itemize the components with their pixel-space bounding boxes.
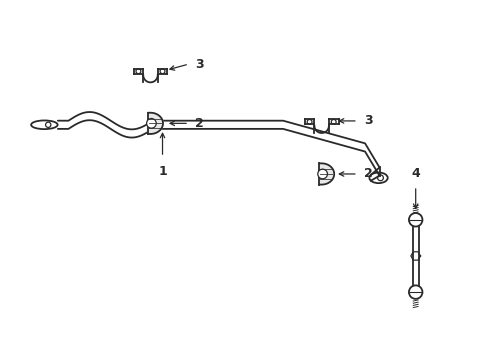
Text: 2: 2 xyxy=(195,117,203,130)
Text: 3: 3 xyxy=(195,58,203,71)
Text: 3: 3 xyxy=(364,114,372,127)
Text: 4: 4 xyxy=(410,167,419,180)
Circle shape xyxy=(146,118,156,128)
Polygon shape xyxy=(148,113,163,134)
Text: 1: 1 xyxy=(158,165,166,178)
Text: 2: 2 xyxy=(364,167,372,180)
Circle shape xyxy=(317,169,327,179)
Polygon shape xyxy=(319,163,333,185)
